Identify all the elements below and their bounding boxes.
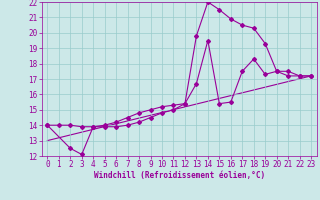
X-axis label: Windchill (Refroidissement éolien,°C): Windchill (Refroidissement éolien,°C) <box>94 171 265 180</box>
